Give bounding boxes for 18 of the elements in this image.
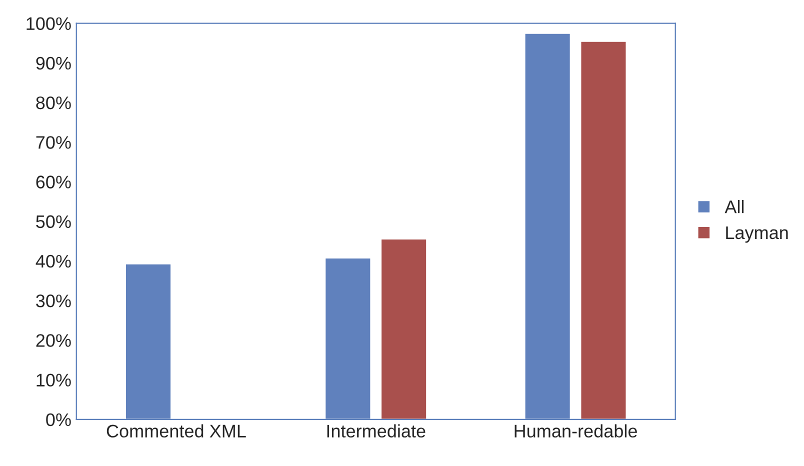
bar — [580, 40, 628, 420]
bar — [380, 238, 428, 420]
y-tick-label: 100% — [26, 17, 71, 30]
x-tick-label: Intermediate — [327, 424, 426, 438]
x-tick-label: Commented XML — [106, 424, 246, 438]
y-tick-label: 30% — [36, 294, 71, 308]
y-tick-label: 20% — [36, 334, 71, 347]
y-tick-label: 90% — [36, 56, 71, 70]
y-tick-label: 0% — [46, 413, 71, 426]
y-tick-label: 10% — [36, 374, 71, 387]
y-tick-label: 50% — [36, 215, 71, 228]
legend-label: All — [724, 200, 744, 214]
y-tick-label: 60% — [36, 176, 71, 188]
y-tick-label: 70% — [36, 136, 71, 149]
legend-label: Layman — [726, 226, 788, 243]
y-tick-label: 80% — [36, 96, 71, 110]
x-tick-label: Human-redable — [514, 424, 637, 438]
y-tick-label: 40% — [36, 254, 71, 268]
